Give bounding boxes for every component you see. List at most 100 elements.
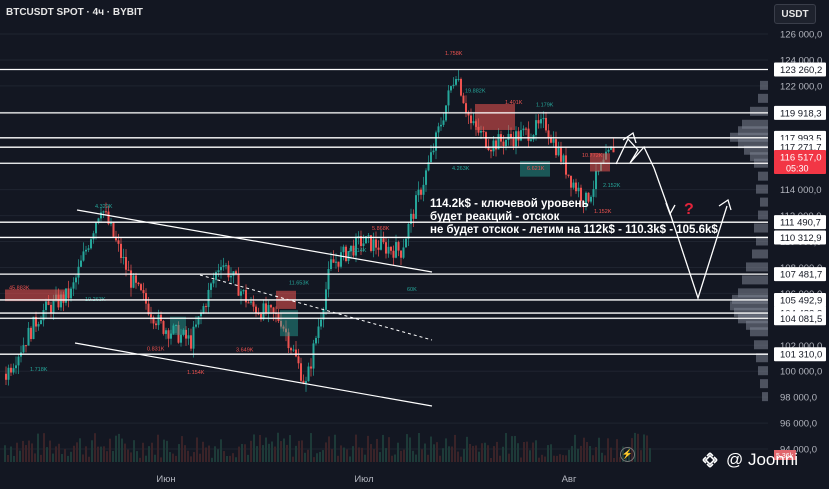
volume-bar xyxy=(91,440,93,462)
currency-badge[interactable]: USDT xyxy=(774,4,816,24)
volume-bar xyxy=(460,456,462,462)
volume-bar xyxy=(520,457,522,462)
candle-body xyxy=(402,247,405,258)
candle-body xyxy=(507,133,510,140)
candle-body xyxy=(387,246,390,254)
volume-bar xyxy=(607,438,609,462)
candle-body xyxy=(195,324,197,327)
candle-body xyxy=(442,120,445,125)
price-tick-label: 96 000,0 xyxy=(780,419,817,430)
candle-body xyxy=(545,117,547,131)
volume-bar xyxy=(487,445,489,462)
candle-body xyxy=(120,243,122,258)
volume-bar xyxy=(322,450,324,462)
candle-body xyxy=(230,275,232,278)
candle-body xyxy=(277,313,280,321)
profile-bar xyxy=(738,288,768,298)
pivot-label: 60K xyxy=(407,287,417,293)
volume-bar xyxy=(148,446,150,462)
volume-bar xyxy=(385,448,387,462)
volume-bar xyxy=(301,440,303,462)
volume-bar xyxy=(190,456,192,462)
symbol-header[interactable]: BTCUSDT SPOT · 4ч · BYBIT xyxy=(6,7,143,18)
profile-bar xyxy=(750,152,768,162)
volume-bar xyxy=(274,446,276,462)
candle-body xyxy=(355,236,357,256)
volume-bar xyxy=(349,456,351,462)
volume-bar xyxy=(127,449,129,462)
volume-bar xyxy=(448,446,450,462)
pivot-label: 6.621K xyxy=(527,166,545,172)
profile-bar xyxy=(742,119,768,129)
candle-body xyxy=(30,327,32,339)
volume-bar xyxy=(478,451,480,462)
volume-bar xyxy=(271,441,273,462)
volume-bar xyxy=(574,434,576,462)
last-price-label: 116 517,0 xyxy=(780,152,822,163)
volume-bar xyxy=(118,433,120,462)
volume-bar xyxy=(40,454,42,462)
volume-bar xyxy=(433,444,435,462)
level-badge-label: 110 312,9 xyxy=(780,233,822,244)
lightning-icon[interactable]: ⚡ xyxy=(620,447,635,462)
volume-bar xyxy=(319,451,321,462)
candle-body xyxy=(607,149,610,152)
candle-body xyxy=(257,313,260,315)
candle-body xyxy=(185,329,187,339)
profile-bar xyxy=(756,184,768,194)
candle-body xyxy=(242,290,245,292)
key-levels xyxy=(0,68,768,355)
volume-bar xyxy=(523,441,525,462)
candle-body xyxy=(135,275,137,283)
candle-body xyxy=(172,325,175,334)
candle-body xyxy=(165,330,167,334)
volume-bar xyxy=(457,451,459,462)
candle-body xyxy=(215,272,217,280)
volume-bar xyxy=(97,446,99,462)
volume-bar xyxy=(88,456,90,462)
candle-body xyxy=(10,367,12,373)
candle-body xyxy=(290,348,292,351)
candle-body xyxy=(300,363,302,381)
volume-bar xyxy=(541,454,543,462)
candle-body xyxy=(435,132,437,151)
volume-bar xyxy=(508,453,510,462)
volume-bar xyxy=(379,452,381,462)
projection-path: ? xyxy=(615,131,732,301)
candle-body xyxy=(385,242,387,254)
profile-bar xyxy=(742,275,768,285)
volume-bar xyxy=(208,445,210,462)
volume-bar xyxy=(289,435,291,462)
volume-bar xyxy=(241,443,243,462)
upper-trendline xyxy=(76,209,433,273)
volume-bar xyxy=(412,450,414,462)
volume-bar xyxy=(601,452,603,462)
candle-body xyxy=(562,155,565,162)
volume-bar xyxy=(400,450,402,462)
candle-body xyxy=(315,337,317,344)
candle-body xyxy=(565,155,567,175)
volume-bar xyxy=(163,439,165,462)
volume-bar xyxy=(337,455,339,462)
volume-bar xyxy=(250,440,252,462)
candle-body xyxy=(575,182,577,192)
candle-body xyxy=(285,328,287,333)
volume-bar xyxy=(418,432,420,462)
candle-body xyxy=(105,211,107,213)
volume-bar xyxy=(115,435,117,462)
volume-bar xyxy=(637,433,639,462)
volume-bar xyxy=(463,448,465,462)
volume-bar xyxy=(361,447,363,462)
volume-bar xyxy=(22,440,24,462)
candle-body xyxy=(262,303,265,320)
candle-body xyxy=(427,162,430,171)
candle-body xyxy=(417,189,420,196)
volume-bar xyxy=(28,440,30,462)
volume-bar xyxy=(646,435,648,462)
time-axis-bg xyxy=(0,465,768,489)
candle-body xyxy=(502,141,505,147)
candle-body xyxy=(85,249,87,252)
volume-bar xyxy=(169,452,171,462)
